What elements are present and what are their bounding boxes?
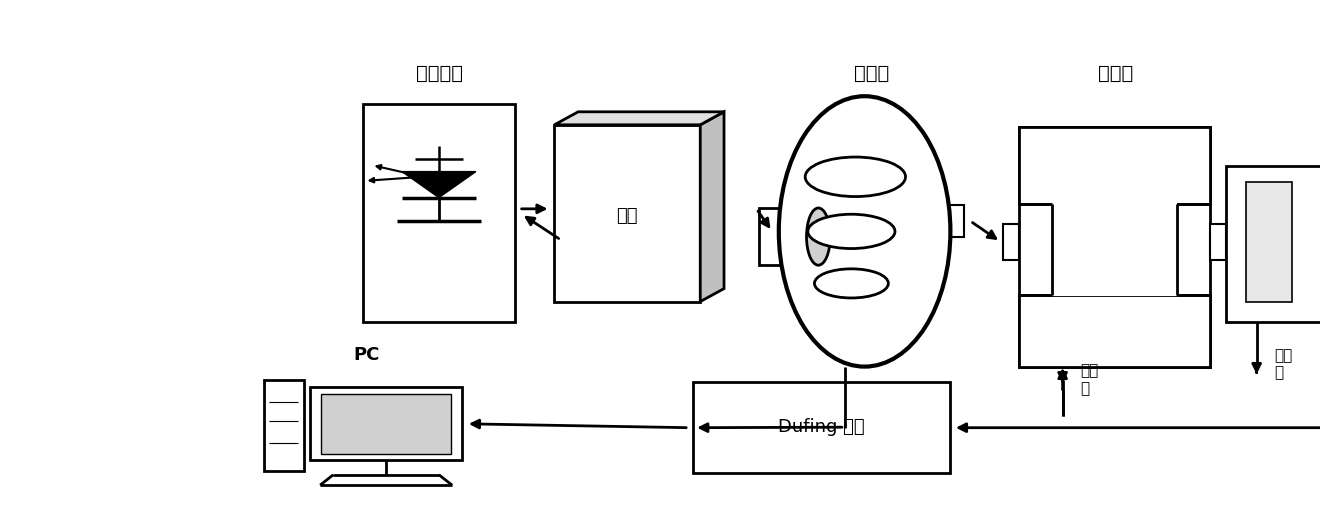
Text: 红外光源: 红外光源 <box>416 64 463 83</box>
Bar <box>1019 295 1210 367</box>
Text: PC: PC <box>354 346 380 364</box>
Polygon shape <box>554 112 723 125</box>
Text: 出气
口: 出气 口 <box>1274 348 1292 380</box>
Polygon shape <box>401 172 477 198</box>
Bar <box>759 208 818 265</box>
Bar <box>264 380 304 471</box>
Bar <box>948 205 964 237</box>
Bar <box>1019 127 1210 367</box>
Text: 光栅: 光栅 <box>616 207 638 225</box>
Bar <box>1003 224 1019 260</box>
Ellipse shape <box>779 96 950 367</box>
Polygon shape <box>700 112 723 302</box>
Text: Dufing 检测: Dufing 检测 <box>777 419 865 436</box>
Bar <box>1052 203 1177 296</box>
Circle shape <box>808 214 895 249</box>
Text: 进气
口: 进气 口 <box>1080 363 1098 396</box>
Bar <box>363 104 515 322</box>
Bar <box>321 394 451 454</box>
Bar <box>1246 182 1292 302</box>
Circle shape <box>805 157 906 197</box>
Bar <box>554 125 700 302</box>
Bar <box>1019 127 1210 204</box>
Bar <box>1226 166 1320 322</box>
Bar <box>693 382 950 473</box>
Bar <box>310 387 462 460</box>
Bar <box>1210 224 1226 260</box>
Text: 光声池: 光声池 <box>1098 64 1133 83</box>
Text: 斩波器: 斩波器 <box>854 64 888 83</box>
Circle shape <box>814 269 888 298</box>
Ellipse shape <box>807 208 830 265</box>
